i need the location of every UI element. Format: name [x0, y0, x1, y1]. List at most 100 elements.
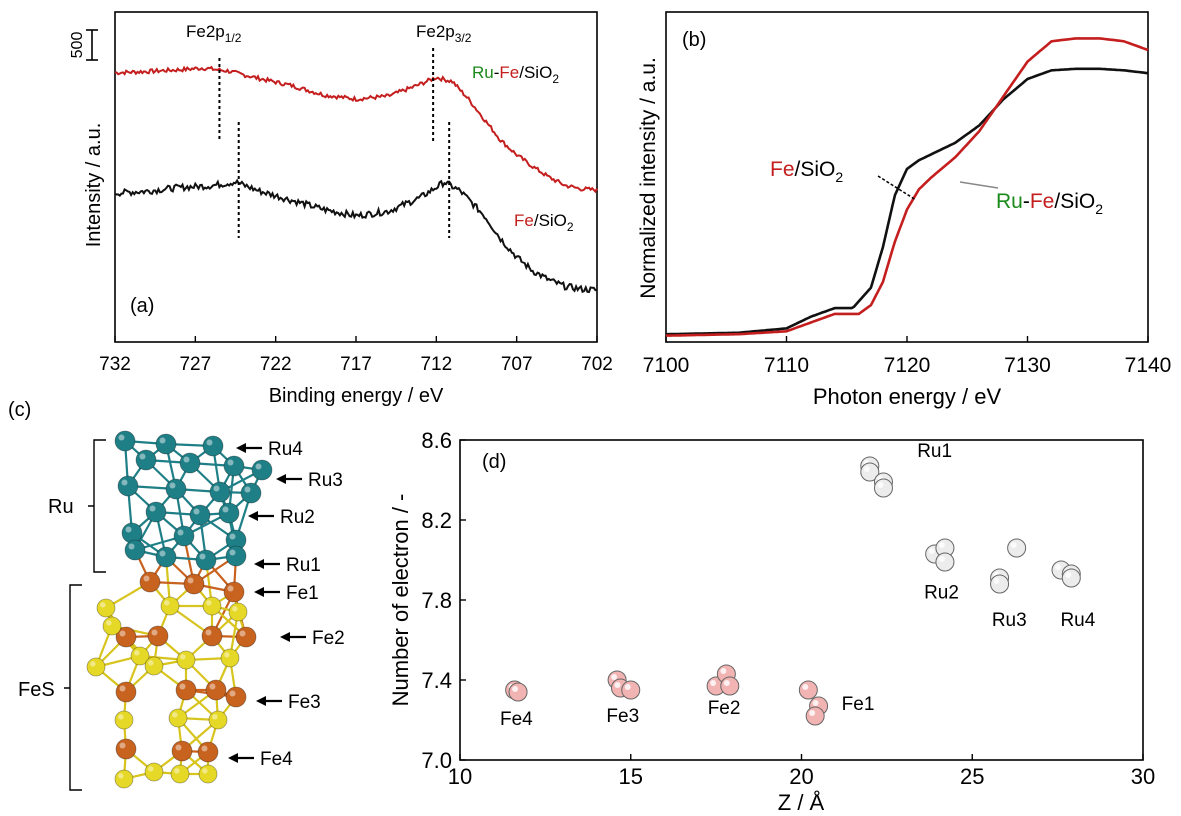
scatter-point-highlight — [863, 466, 870, 472]
scatter-point-highlight — [611, 674, 618, 680]
panel-a-ylabel: Intensity / a.u. — [83, 123, 105, 248]
fe-atom-highlight — [119, 685, 126, 692]
ru-atom-highlight — [229, 549, 236, 556]
panel-a-frame — [114, 11, 598, 343]
ru-atom — [135, 449, 157, 471]
panel-d-points — [505, 456, 1081, 726]
fes-bracket — [64, 584, 82, 791]
s-atom — [202, 596, 222, 616]
x-tick-label: 10 — [448, 764, 472, 789]
s-atom-highlight — [224, 652, 230, 658]
s-atom — [160, 596, 180, 616]
fe-atom — [183, 573, 205, 595]
fe-atom — [223, 581, 245, 603]
group-label: Fe2 — [708, 698, 741, 719]
scatter-point-highlight — [1010, 542, 1017, 548]
ru-atom-highlight — [128, 543, 135, 550]
x-tick-label: 717 — [340, 354, 372, 375]
ru-atom-highlight — [139, 453, 146, 460]
x-tick-label: 712 — [420, 354, 452, 375]
panel-b-series — [666, 37, 1149, 337]
group-label: Ru4 — [1060, 610, 1095, 631]
ru-atom — [155, 433, 177, 455]
ru-atom — [114, 430, 136, 452]
fe-atom-highlight — [205, 629, 212, 636]
ru-atom-highlight — [183, 456, 190, 463]
ru-atom-highlight — [244, 486, 251, 493]
series-line — [666, 37, 1149, 337]
scale-bar-label: 500 — [69, 32, 86, 59]
peak-label-fe2p32: Fe2p3/2 — [416, 22, 472, 45]
scatter-point — [720, 676, 740, 696]
series-label-fe: Fe/SiO2 — [514, 211, 574, 234]
group-label: Ru1 — [917, 441, 952, 462]
ru-atom — [124, 539, 146, 561]
scatter-point-highlight — [928, 548, 935, 554]
layer-label: Ru1 — [286, 555, 321, 576]
ru-atom-highlight — [213, 485, 220, 492]
panel-c-label: (c) — [8, 399, 31, 421]
x-tick-label: 7140 — [1125, 354, 1172, 377]
panel-b-fe-label: Fe/SiO2 — [770, 158, 843, 185]
ru-atom — [121, 522, 143, 544]
ru-atom-highlight — [193, 508, 200, 515]
fe-atom — [205, 679, 227, 701]
ru-atom — [223, 455, 245, 477]
ru-atom-highlight — [227, 459, 234, 466]
scatter-point — [805, 706, 825, 726]
ru-atom — [173, 525, 195, 547]
series-line — [114, 65, 598, 194]
s-atom-highlight — [118, 773, 124, 779]
ru-atom-highlight — [121, 479, 128, 486]
panel-a: (a) 732 727 722 717 712 707 702 Binding energy… — [69, 11, 613, 407]
panel-b-frame — [665, 11, 1149, 343]
ru-atom — [218, 502, 240, 524]
panel-a-x-ticks: 732 727 722 717 712 707 702 — [99, 336, 613, 375]
fe-atom-highlight — [187, 577, 194, 584]
fe-atom — [139, 571, 161, 593]
s-atom — [114, 710, 134, 730]
layer-label: Fe2 — [312, 628, 345, 649]
panel-b-x-ticks: 7100 7110 7120 7130 7140 — [643, 336, 1172, 377]
s-atom-highlight — [232, 606, 238, 612]
panel-d-ylabel: Number of electron / - — [388, 494, 413, 707]
x-tick-label: 20 — [789, 764, 813, 789]
panel-d-xlabel: Z / Å — [778, 790, 825, 815]
fe-atom — [115, 681, 137, 703]
s-atom-highlight — [172, 712, 178, 718]
layer-label: Fe1 — [286, 583, 319, 604]
ru-atom-highlight — [149, 505, 156, 512]
ru-atom-highlight — [169, 482, 176, 489]
fe-atom-highlight — [151, 629, 158, 636]
group-label: Fe3 — [606, 706, 639, 727]
s-atom — [144, 762, 164, 782]
s-atom-highlight — [118, 714, 124, 720]
panel-b-xlabel: Photon energy / eV — [813, 384, 1002, 409]
s-atom — [208, 710, 228, 730]
s-atom — [130, 646, 150, 666]
ru-group-label: Ru — [48, 496, 74, 518]
fe-atom — [225, 686, 247, 708]
panel-b-label: (b) — [682, 29, 706, 51]
x-tick-label: 727 — [179, 354, 211, 375]
y-tick-label: 7.0 — [421, 748, 452, 773]
s-atom-highlight — [206, 600, 212, 606]
group-label: Ru2 — [924, 583, 959, 604]
layer-arrow-head — [254, 559, 264, 569]
layer-arrow-head — [254, 587, 264, 597]
s-atom-highlight — [148, 660, 154, 666]
s-atom-highlight — [212, 714, 218, 720]
ru-atom-highlight — [222, 506, 229, 513]
layer-arrow-head — [256, 696, 266, 706]
panel-d-label: (d) — [482, 451, 506, 473]
ru-fe-label-leader — [959, 181, 999, 189]
fe-atom-highlight — [227, 585, 234, 592]
scatter-point-highlight — [1065, 572, 1072, 578]
ru-atom-highlight — [206, 439, 213, 446]
fe-atom — [235, 626, 257, 648]
s-atom — [228, 602, 248, 622]
panel-d-group-labels: Fe4 Fe3 Fe2 Fe1 Ru1 Ru2 Ru3 Ru4 — [500, 441, 1096, 730]
s-atom — [114, 769, 134, 789]
